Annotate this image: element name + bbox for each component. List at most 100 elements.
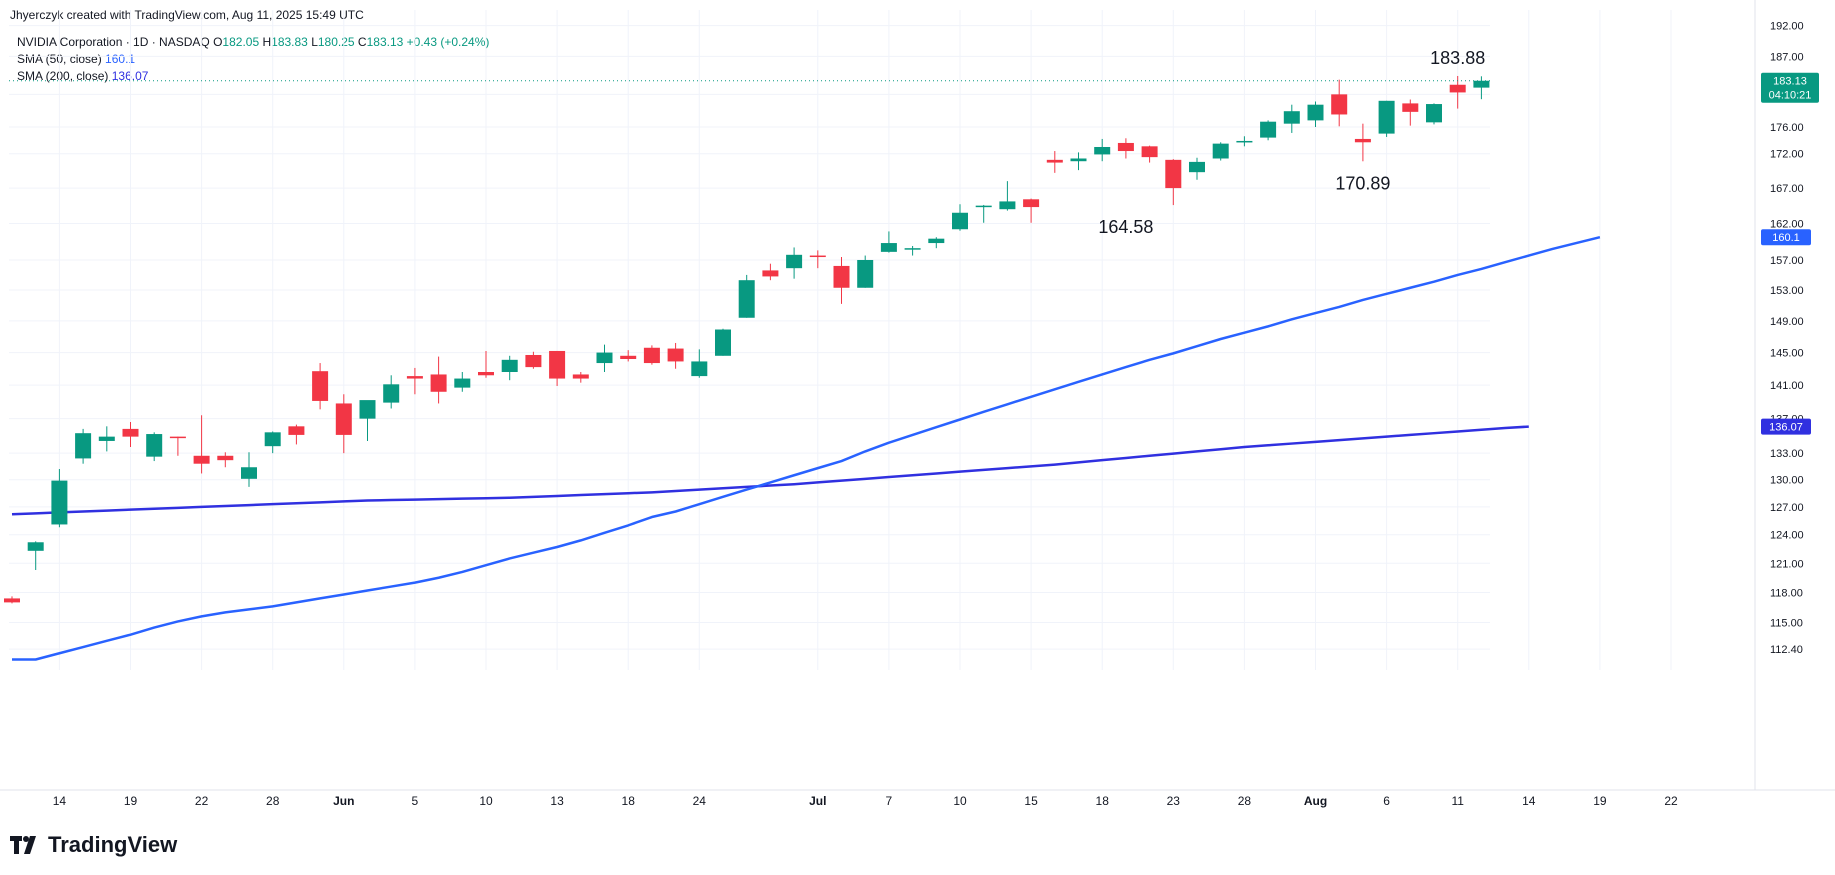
- candle: [999, 181, 1016, 211]
- time-axis[interactable]: 14 19 22 28 Jun 5 10 13 18 24 Jul 7 10 15 18 23 28 Aug 6 11…: [53, 794, 1678, 808]
- candle-body: [999, 201, 1016, 210]
- candle: [4, 596, 20, 604]
- candle: [1236, 136, 1253, 147]
- candle: [667, 342, 684, 369]
- x-tick-label: 13: [550, 794, 564, 808]
- candle: [762, 263, 779, 281]
- candle-body: [643, 347, 660, 364]
- candle: [1354, 123, 1371, 162]
- candles: [4, 75, 1490, 604]
- x-tick-label: 10: [953, 794, 967, 808]
- candle-body: [1141, 146, 1158, 158]
- candle: [833, 257, 850, 304]
- candle-body: [217, 455, 234, 461]
- x-tick-label: 24: [693, 794, 707, 808]
- y-tick-label: 149.00: [1770, 316, 1804, 328]
- tradingview-logo[interactable]: TradingView: [10, 832, 177, 858]
- candle: [51, 469, 68, 528]
- candle-body: [1260, 121, 1277, 138]
- candle-body: [667, 348, 684, 362]
- candle: [406, 367, 423, 395]
- legend: NVIDIA Corporation · 1D · NASDAQ O182.05…: [17, 34, 489, 85]
- candle-body: [880, 243, 897, 252]
- candle-body: [241, 467, 257, 479]
- candle-body: [1070, 158, 1087, 162]
- x-tick-label: 18: [622, 794, 636, 808]
- sma200-tag-bg: [1761, 418, 1811, 435]
- y-tick-label: 115.00: [1770, 617, 1803, 629]
- legend-symbol: NVIDIA Corporation · 1D · NASDAQ: [17, 35, 210, 49]
- y-tick-label: 167.00: [1770, 183, 1804, 195]
- y-tick-label: 187.00: [1770, 51, 1804, 63]
- x-tick-label: 10: [479, 794, 493, 808]
- candle: [75, 428, 92, 464]
- candle: [952, 204, 968, 231]
- candle: [1473, 76, 1490, 100]
- x-tick-label: 22: [1664, 794, 1678, 808]
- candle: [572, 372, 589, 383]
- candle-body: [193, 455, 210, 464]
- candle-body: [1449, 84, 1466, 93]
- x-tick-label: 19: [124, 794, 138, 808]
- candle: [1307, 101, 1324, 127]
- candle: [264, 431, 281, 454]
- candle-body: [312, 371, 329, 401]
- candle: [1117, 138, 1134, 159]
- candle-body: [383, 384, 400, 403]
- candle-body: [1426, 104, 1442, 123]
- candle-body: [1283, 111, 1300, 124]
- candle-body: [1165, 159, 1182, 189]
- candle: [359, 400, 376, 441]
- sma200-tag: 136.07: [1761, 418, 1811, 435]
- candle: [1331, 79, 1348, 127]
- legend-l-label: L: [311, 35, 318, 49]
- grid: [0, 0, 1835, 791]
- last-price-tag: 183.13 04:10:21: [1761, 72, 1819, 103]
- candle: [335, 394, 352, 454]
- candle-body: [27, 542, 44, 551]
- attribution: Jhyerczyk created with TradingView.com, …: [10, 8, 364, 22]
- candle: [620, 350, 637, 362]
- candle-body: [169, 436, 186, 439]
- candle-body: [122, 428, 139, 437]
- candle-body: [1354, 138, 1371, 143]
- candle-body: [1117, 142, 1134, 152]
- y-tick-label: 118.00: [1770, 587, 1803, 599]
- candle: [549, 350, 566, 386]
- candle: [691, 349, 708, 378]
- tradingview-brand: TradingView: [48, 832, 178, 857]
- candle-body: [1378, 100, 1395, 134]
- y-tick-label: 124.00: [1770, 530, 1804, 542]
- candle: [383, 375, 400, 409]
- legend-sma50-value: 160.1: [105, 52, 136, 66]
- legend-symbol-row[interactable]: NVIDIA Corporation · 1D · NASDAQ O182.05…: [17, 34, 489, 51]
- sma200-line: [11, 425, 1529, 516]
- tradingview-logo-icon: [10, 836, 36, 854]
- candle-body: [762, 270, 779, 277]
- axis-tags: 183.13 04:10:21 160.1 136.07: [1761, 72, 1819, 435]
- candle-body: [1236, 140, 1253, 143]
- candle-body: [406, 376, 423, 379]
- last-price-tag-value: 183.13: [1773, 76, 1807, 88]
- candle-body: [975, 205, 992, 208]
- candle: [217, 452, 234, 468]
- y-tick-label: 145.00: [1770, 348, 1804, 360]
- price-axis[interactable]: 112.40 115.00 118.00 121.00 124.00 127.00 130.…: [1770, 21, 1804, 656]
- candle-body: [1473, 80, 1490, 88]
- candle: [1141, 145, 1158, 163]
- x-tick-label: 15: [1024, 794, 1038, 808]
- candle-body: [264, 432, 281, 447]
- candle-body: [857, 259, 874, 288]
- x-tick-label: 28: [266, 794, 280, 808]
- x-tick-label: 6: [1383, 794, 1390, 808]
- candle: [596, 344, 613, 373]
- x-tick-label: 22: [195, 794, 209, 808]
- price-annotation: 183.88: [1430, 48, 1485, 68]
- candle: [454, 372, 471, 392]
- candle-body: [928, 238, 945, 244]
- sma50-tag: 160.1: [1761, 229, 1811, 246]
- candle: [1189, 157, 1205, 180]
- y-tick-label: 112.40: [1770, 644, 1803, 656]
- x-tick-label: 28: [1238, 794, 1252, 808]
